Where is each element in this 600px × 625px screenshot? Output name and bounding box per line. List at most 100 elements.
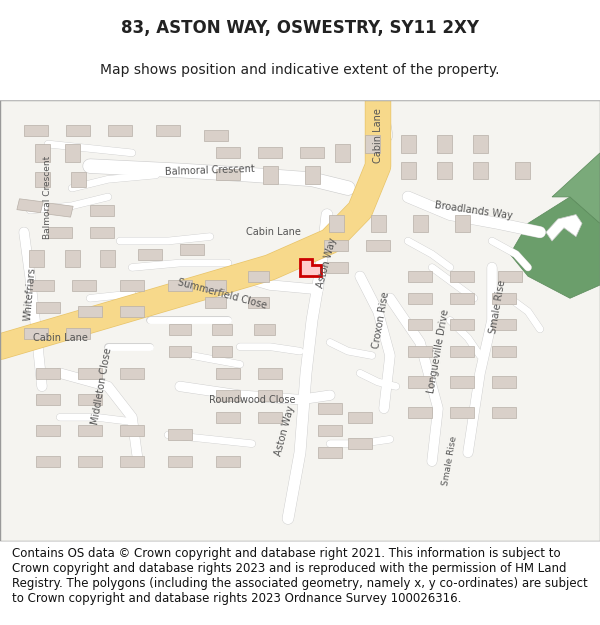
FancyBboxPatch shape [17, 199, 43, 212]
FancyBboxPatch shape [455, 214, 470, 232]
FancyBboxPatch shape [324, 240, 348, 251]
Text: Cabin Lane: Cabin Lane [245, 227, 301, 237]
FancyBboxPatch shape [36, 394, 60, 405]
FancyBboxPatch shape [450, 271, 474, 282]
FancyBboxPatch shape [258, 368, 282, 379]
FancyBboxPatch shape [450, 376, 474, 388]
FancyBboxPatch shape [66, 328, 90, 339]
FancyBboxPatch shape [263, 166, 277, 184]
FancyBboxPatch shape [515, 162, 530, 179]
FancyBboxPatch shape [324, 262, 348, 273]
FancyBboxPatch shape [318, 403, 342, 414]
FancyBboxPatch shape [71, 172, 86, 187]
FancyBboxPatch shape [169, 346, 191, 357]
FancyBboxPatch shape [168, 429, 192, 441]
FancyBboxPatch shape [72, 279, 96, 291]
FancyBboxPatch shape [348, 412, 372, 422]
FancyBboxPatch shape [36, 425, 60, 436]
FancyBboxPatch shape [450, 346, 474, 357]
FancyBboxPatch shape [450, 292, 474, 304]
FancyBboxPatch shape [47, 203, 73, 217]
FancyBboxPatch shape [108, 126, 132, 136]
FancyBboxPatch shape [329, 214, 344, 232]
FancyBboxPatch shape [120, 306, 144, 317]
FancyBboxPatch shape [35, 144, 50, 162]
FancyBboxPatch shape [335, 144, 349, 162]
FancyBboxPatch shape [48, 227, 72, 238]
FancyBboxPatch shape [492, 408, 516, 418]
FancyBboxPatch shape [120, 456, 144, 467]
FancyBboxPatch shape [66, 126, 90, 136]
FancyBboxPatch shape [492, 346, 516, 357]
FancyBboxPatch shape [248, 297, 269, 308]
Text: Contains OS data © Crown copyright and database right 2021. This information is : Contains OS data © Crown copyright and d… [12, 548, 588, 606]
FancyBboxPatch shape [258, 390, 282, 401]
FancyBboxPatch shape [216, 456, 240, 467]
Text: Smale Rise: Smale Rise [488, 279, 508, 334]
FancyBboxPatch shape [30, 279, 54, 291]
FancyBboxPatch shape [492, 319, 516, 330]
FancyBboxPatch shape [78, 368, 102, 379]
Text: 83, ASTON WAY, OSWESTRY, SY11 2XY: 83, ASTON WAY, OSWESTRY, SY11 2XY [121, 19, 479, 37]
FancyBboxPatch shape [78, 394, 102, 405]
Text: Cabin Lane: Cabin Lane [373, 107, 383, 162]
FancyBboxPatch shape [365, 135, 380, 153]
FancyBboxPatch shape [169, 324, 191, 334]
Text: Cabin Lane: Cabin Lane [32, 333, 88, 343]
Text: Map shows position and indicative extent of the property.: Map shows position and indicative extent… [100, 63, 500, 77]
FancyBboxPatch shape [492, 292, 516, 304]
FancyBboxPatch shape [216, 390, 240, 401]
FancyBboxPatch shape [216, 148, 240, 158]
FancyBboxPatch shape [138, 249, 162, 260]
FancyBboxPatch shape [156, 126, 180, 136]
FancyBboxPatch shape [36, 368, 60, 379]
FancyBboxPatch shape [78, 456, 102, 467]
FancyBboxPatch shape [498, 271, 522, 282]
Text: Summerfield Close: Summerfield Close [176, 277, 268, 311]
Text: Balmoral Crescent: Balmoral Crescent [165, 164, 255, 177]
FancyBboxPatch shape [401, 135, 416, 153]
FancyBboxPatch shape [212, 346, 232, 357]
FancyBboxPatch shape [35, 172, 50, 187]
FancyBboxPatch shape [408, 319, 432, 330]
FancyBboxPatch shape [348, 438, 372, 449]
FancyBboxPatch shape [120, 368, 144, 379]
FancyBboxPatch shape [473, 135, 488, 153]
Polygon shape [300, 259, 321, 276]
Text: Croxon Rise: Croxon Rise [371, 291, 391, 349]
FancyBboxPatch shape [318, 447, 342, 458]
Text: Longueville Drive: Longueville Drive [425, 308, 451, 394]
FancyBboxPatch shape [254, 324, 275, 334]
FancyBboxPatch shape [408, 408, 432, 418]
FancyBboxPatch shape [216, 368, 240, 379]
FancyBboxPatch shape [318, 425, 342, 436]
Text: Broadlands Way: Broadlands Way [434, 200, 514, 221]
FancyBboxPatch shape [212, 324, 232, 334]
FancyBboxPatch shape [401, 162, 416, 179]
FancyBboxPatch shape [168, 456, 192, 467]
FancyBboxPatch shape [408, 346, 432, 357]
FancyBboxPatch shape [408, 292, 432, 304]
FancyBboxPatch shape [90, 227, 114, 238]
FancyBboxPatch shape [408, 376, 432, 388]
FancyBboxPatch shape [216, 169, 240, 181]
Text: Whitefriars: Whitefriars [23, 267, 37, 321]
FancyBboxPatch shape [120, 279, 144, 291]
FancyBboxPatch shape [371, 214, 386, 232]
FancyBboxPatch shape [24, 328, 48, 339]
Polygon shape [510, 197, 600, 298]
FancyBboxPatch shape [120, 425, 144, 436]
FancyBboxPatch shape [65, 250, 79, 268]
FancyBboxPatch shape [473, 162, 488, 179]
FancyBboxPatch shape [258, 148, 282, 158]
FancyBboxPatch shape [437, 135, 452, 153]
Text: Aston Way: Aston Way [316, 237, 338, 289]
FancyBboxPatch shape [78, 306, 102, 317]
FancyBboxPatch shape [180, 244, 204, 256]
Polygon shape [546, 214, 582, 241]
FancyBboxPatch shape [305, 166, 320, 184]
FancyBboxPatch shape [78, 425, 102, 436]
FancyBboxPatch shape [36, 456, 60, 467]
Text: Aston Way: Aston Way [274, 404, 296, 457]
Text: Roundwood Close: Roundwood Close [209, 394, 295, 404]
